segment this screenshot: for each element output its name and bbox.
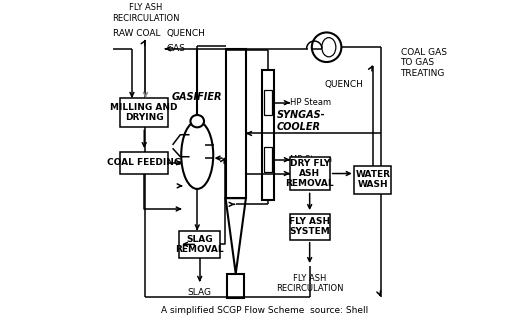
Text: DRY FLY
ASH
REMOVAL: DRY FLY ASH REMOVAL — [285, 159, 334, 189]
Bar — [179, 231, 220, 258]
Text: GASIFIER: GASIFIER — [172, 92, 223, 101]
Bar — [264, 147, 272, 172]
Text: COAL GAS
TO GAS
TREATING: COAL GAS TO GAS TREATING — [401, 48, 447, 78]
Bar — [262, 70, 274, 200]
Bar — [227, 274, 244, 298]
Bar — [355, 166, 391, 194]
Bar — [289, 157, 330, 190]
Text: COAL FEEDING: COAL FEEDING — [107, 158, 181, 167]
Text: GAS: GAS — [166, 44, 185, 53]
Text: QUENCH: QUENCH — [324, 80, 363, 89]
Bar — [264, 90, 272, 115]
Text: WATER
WASH: WATER WASH — [355, 170, 390, 189]
Bar — [226, 49, 246, 198]
Text: A simplified SCGP Flow Scheme  source: Shell: A simplified SCGP Flow Scheme source: Sh… — [161, 306, 369, 315]
Text: FLY ASH
RECIRCULATION: FLY ASH RECIRCULATION — [112, 3, 179, 23]
Bar — [120, 98, 168, 127]
Text: QUENCH: QUENCH — [166, 29, 205, 38]
Text: SYNGAS-
COOLER: SYNGAS- COOLER — [277, 110, 325, 132]
Ellipse shape — [190, 115, 204, 127]
Text: SLAG: SLAG — [188, 288, 211, 297]
Bar — [120, 152, 168, 174]
Text: MP Steam: MP Steam — [290, 155, 332, 164]
Text: MILLING AND
DRYING: MILLING AND DRYING — [110, 103, 178, 122]
Text: FLY ASH
SYSTEM: FLY ASH SYSTEM — [289, 217, 330, 236]
Bar — [289, 214, 330, 240]
Text: FLY ASH
RECIRCULATION: FLY ASH RECIRCULATION — [276, 274, 343, 293]
Polygon shape — [226, 198, 246, 274]
Circle shape — [312, 33, 341, 62]
Text: HP Steam: HP Steam — [290, 98, 331, 107]
Ellipse shape — [181, 121, 213, 189]
Text: RAW COAL: RAW COAL — [112, 29, 160, 38]
Text: SLAG
REMOVAL: SLAG REMOVAL — [175, 235, 224, 254]
